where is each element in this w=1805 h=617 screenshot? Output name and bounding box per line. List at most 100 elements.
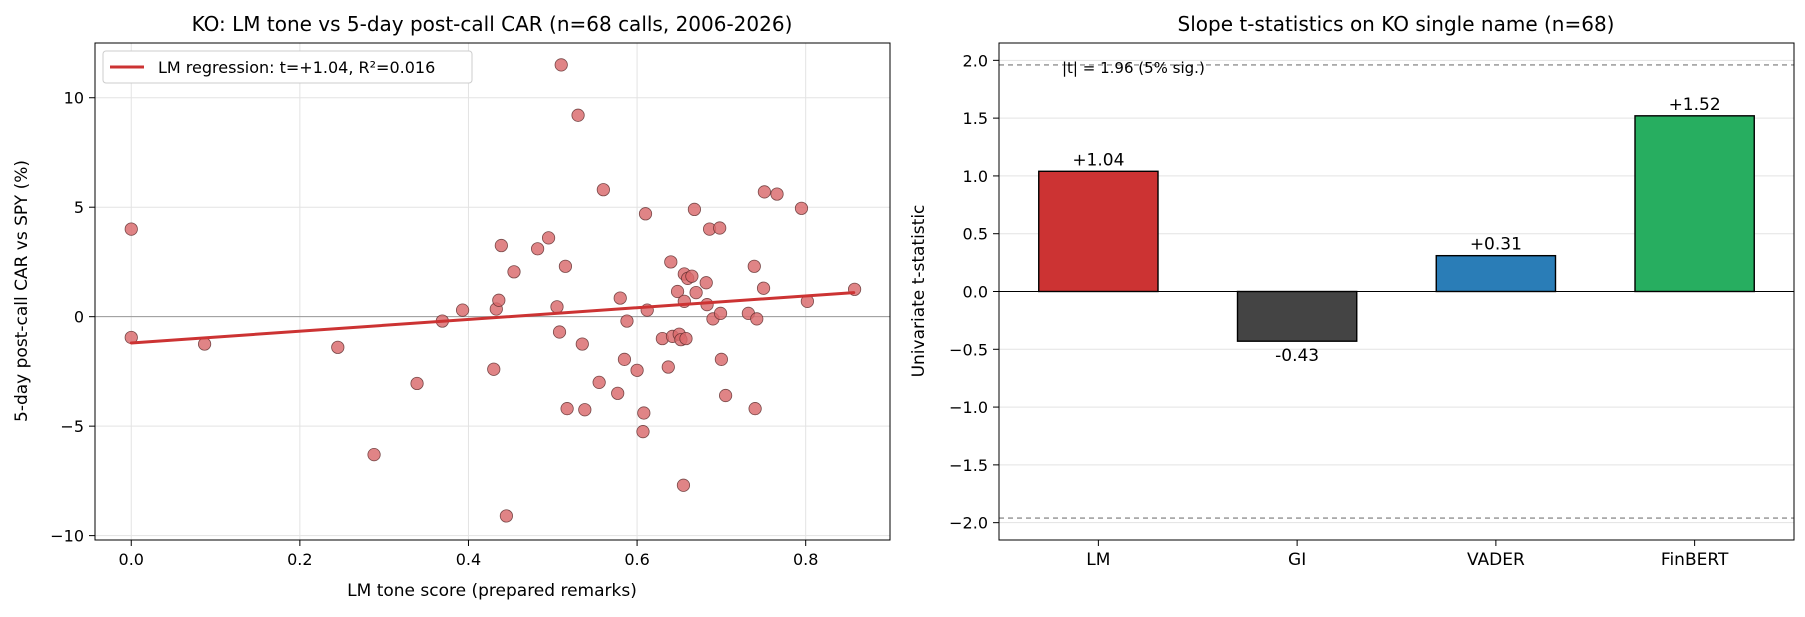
scatter-point bbox=[197, 337, 212, 351]
scatter-point bbox=[541, 231, 556, 245]
bar-y-axis-label: Univariate t-statistic bbox=[909, 205, 929, 378]
scatter-point bbox=[689, 285, 703, 300]
scatter-point bbox=[687, 202, 702, 216]
scatter-point bbox=[719, 388, 733, 403]
scatter-point bbox=[552, 325, 567, 339]
scatter-x-tick-label: 0.8 bbox=[793, 550, 818, 569]
scatter-point bbox=[676, 478, 691, 492]
bar-ticks: −2.0 −1.5 −1.0 −0.5 0.0 0.5 1.0 1.5 2.0 LM GI VADER… bbox=[949, 51, 1729, 570]
scatter-point bbox=[487, 362, 501, 376]
bars bbox=[1038, 115, 1755, 342]
bar-category-label: LM bbox=[1086, 550, 1110, 570]
scatter-point bbox=[331, 340, 345, 354]
bar-y-tick-label: 1.5 bbox=[963, 109, 988, 128]
scatter-x-tick-label: 0.2 bbox=[287, 550, 312, 569]
bar-gi bbox=[1236, 290, 1358, 342]
bar-y-tick-label: 0.5 bbox=[963, 225, 988, 244]
scatter-point bbox=[554, 58, 568, 72]
legend-box bbox=[102, 50, 473, 84]
scatter-point bbox=[550, 300, 564, 314]
scatter-point bbox=[596, 183, 610, 197]
scatter-point bbox=[756, 281, 771, 295]
bar-value-label: +0.31 bbox=[1470, 235, 1522, 255]
scatter-point bbox=[617, 352, 632, 366]
scatter-panel: 0.0 0.2 0.4 0.6 0.8 −10 −5 0 5 10 KO: LM tone vs … bbox=[12, 12, 891, 601]
scatter-point bbox=[757, 185, 771, 199]
scatter-point bbox=[492, 293, 506, 307]
bar-panel: +1.04 -0.43 +0.31 +1.52 |t| = 1.96 (5% sig.… bbox=[909, 12, 1795, 570]
scatter-point bbox=[507, 265, 521, 279]
scatter-point bbox=[575, 337, 589, 351]
bar-y-tick-label: 0.0 bbox=[963, 283, 988, 302]
bar-category-label: GI bbox=[1288, 550, 1306, 570]
scatter-point bbox=[410, 376, 424, 391]
bar-y-tick-label: −1.0 bbox=[949, 398, 988, 417]
bar-y-tick-label: −1.5 bbox=[949, 456, 988, 475]
scatter-point bbox=[750, 312, 764, 326]
scatter-regression bbox=[129, 291, 856, 345]
scatter-point bbox=[661, 360, 675, 374]
scatter-point bbox=[367, 448, 381, 462]
scatter-point bbox=[713, 221, 727, 235]
scatter-point bbox=[685, 269, 699, 283]
scatter-y-tick-label: −5 bbox=[60, 417, 84, 436]
scatter-y-tick-label: 5 bbox=[74, 198, 84, 217]
scatter-y-axis-label: 5-day post-call CAR vs SPY (%) bbox=[12, 160, 32, 422]
significance-lines bbox=[999, 64, 1794, 519]
bar-y-tick-label: −0.5 bbox=[949, 340, 988, 359]
regression-line bbox=[129, 291, 856, 345]
bar-vader bbox=[1435, 254, 1557, 293]
scatter-point bbox=[770, 187, 784, 201]
scatter-point bbox=[670, 284, 685, 299]
scatter-point bbox=[499, 509, 514, 523]
scatter-x-tick-label: 0.0 bbox=[119, 550, 144, 569]
scatter-point bbox=[578, 403, 592, 417]
scatter-gridlines bbox=[95, 43, 890, 540]
bar-category-label: FinBERT bbox=[1661, 550, 1729, 570]
scatter-points bbox=[124, 58, 862, 523]
bar-y-tick-label: 2.0 bbox=[963, 51, 988, 70]
scatter-point bbox=[748, 402, 762, 416]
bar-y-tick-label: −2.0 bbox=[949, 514, 988, 533]
scatter-point bbox=[636, 425, 650, 439]
scatter-point bbox=[664, 255, 678, 269]
scatter-y-tick-label: 0 bbox=[74, 308, 84, 327]
significance-label: |t| = 1.96 (5% sig.) bbox=[1062, 59, 1205, 77]
scatter-point bbox=[455, 303, 470, 317]
scatter-point bbox=[620, 314, 634, 328]
bar-value-label: -0.43 bbox=[1275, 346, 1319, 366]
bar-title: Slope t-statistics on KO single name (n=… bbox=[1178, 12, 1615, 36]
scatter-point bbox=[611, 386, 625, 400]
scatter-point bbox=[637, 406, 651, 420]
bar-y-tick-label: 1.0 bbox=[963, 167, 988, 186]
scatter-point bbox=[638, 207, 653, 221]
scatter-point bbox=[700, 298, 714, 312]
scatter-point bbox=[531, 242, 545, 256]
bar-value-label: +1.52 bbox=[1669, 95, 1721, 115]
bar-category-label: VADER bbox=[1467, 550, 1525, 570]
scatter-point bbox=[679, 331, 693, 346]
scatter-x-tick-label: 0.4 bbox=[456, 550, 481, 569]
scatter-point bbox=[558, 259, 573, 273]
scatter-y-tick-label: −10 bbox=[50, 527, 84, 546]
scatter-point bbox=[747, 259, 761, 273]
bar-value-label: +1.04 bbox=[1072, 150, 1124, 170]
scatter-point bbox=[713, 306, 728, 320]
scatter-point bbox=[560, 402, 574, 416]
scatter-y-tick-label: 10 bbox=[64, 89, 84, 108]
scatter-point bbox=[592, 375, 606, 389]
bar-value-labels: +1.04 -0.43 +0.31 +1.52 bbox=[1072, 95, 1720, 366]
bar-lm bbox=[1038, 170, 1159, 293]
scatter-legend: LM regression: t=+1.04, R²=0.016 bbox=[102, 50, 473, 84]
scatter-point bbox=[630, 363, 644, 377]
scatter-point bbox=[124, 222, 138, 236]
scatter-x-tick-label: 0.6 bbox=[624, 550, 649, 569]
scatter-point bbox=[494, 238, 508, 253]
legend-entry-regression: LM regression: t=+1.04, R²=0.016 bbox=[158, 58, 435, 77]
scatter-plot-frame bbox=[94, 42, 891, 541]
scatter-point bbox=[794, 201, 809, 215]
scatter-point bbox=[571, 108, 585, 122]
bar-finbert bbox=[1634, 115, 1755, 293]
